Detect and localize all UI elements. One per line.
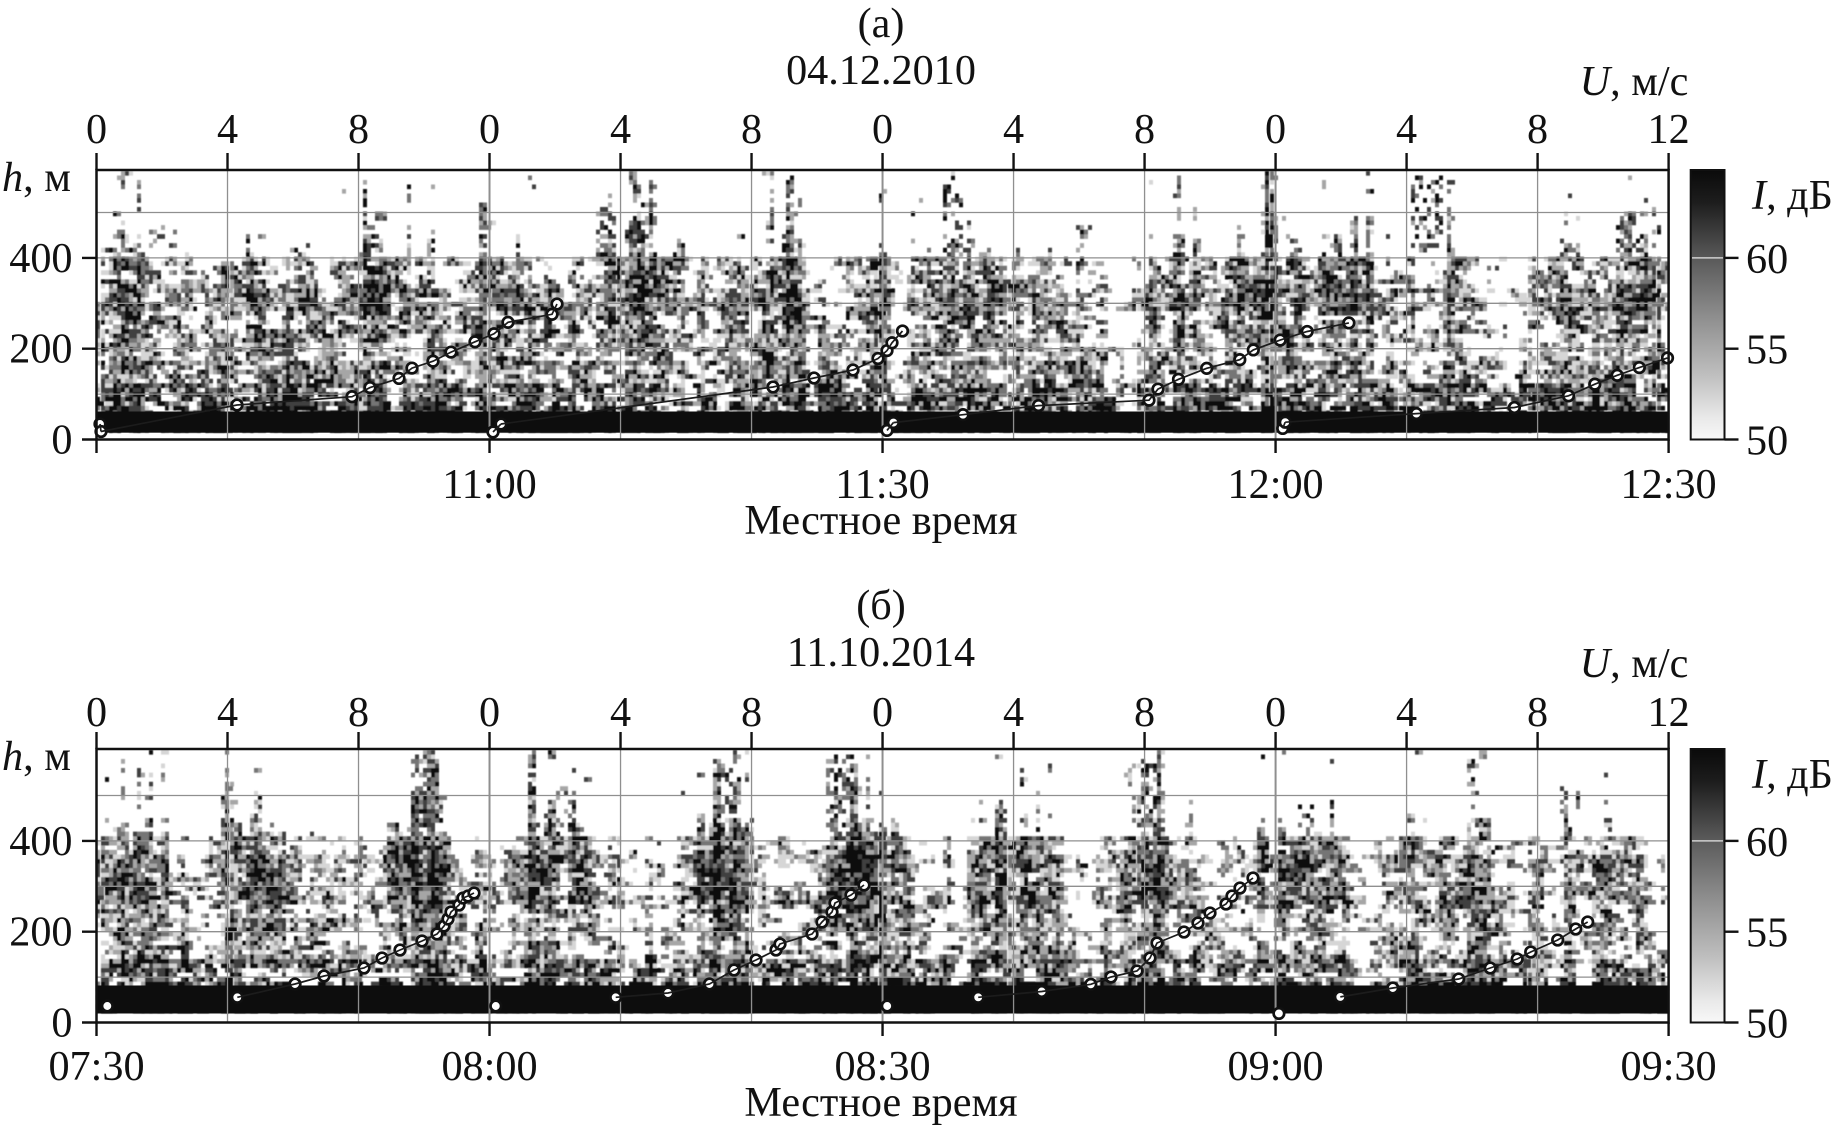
svg-text:h, м: h, м <box>2 733 71 780</box>
svg-text:0: 0 <box>51 417 72 464</box>
svg-text:55: 55 <box>1746 327 1788 374</box>
svg-text:4: 4 <box>217 106 238 153</box>
svg-text:11:30: 11:30 <box>835 461 930 508</box>
svg-text:4: 4 <box>1396 689 1417 736</box>
svg-text:04.12.2010: 04.12.2010 <box>786 47 976 94</box>
svg-text:I, дБ: I, дБ <box>1751 172 1833 219</box>
svg-text:0: 0 <box>872 106 893 153</box>
svg-text:4: 4 <box>1003 689 1024 736</box>
svg-text:8: 8 <box>1134 689 1155 736</box>
svg-text:4: 4 <box>1003 106 1024 153</box>
svg-text:4: 4 <box>610 106 631 153</box>
svg-text:U, м/с: U, м/с <box>1580 640 1689 687</box>
svg-text:08:00: 08:00 <box>441 1043 537 1090</box>
svg-text:09:30: 09:30 <box>1621 1043 1717 1090</box>
svg-text:0: 0 <box>51 1000 72 1047</box>
svg-text:50: 50 <box>1746 1001 1788 1048</box>
svg-text:11.10.2014: 11.10.2014 <box>787 629 975 676</box>
svg-text:200: 200 <box>9 909 72 956</box>
svg-text:h, м: h, м <box>2 154 71 201</box>
svg-text:0: 0 <box>479 689 500 736</box>
svg-text:60: 60 <box>1746 819 1788 866</box>
svg-text:12: 12 <box>1648 689 1690 736</box>
svg-text:4: 4 <box>217 689 238 736</box>
svg-text:8: 8 <box>741 106 762 153</box>
svg-text:8: 8 <box>348 106 369 153</box>
svg-text:12:00: 12:00 <box>1228 461 1324 508</box>
svg-text:09:00: 09:00 <box>1228 1043 1324 1090</box>
svg-text:8: 8 <box>1527 689 1548 736</box>
svg-text:(а): (а) <box>858 0 905 47</box>
svg-text:I, дБ: I, дБ <box>1751 751 1833 798</box>
svg-text:400: 400 <box>9 235 72 282</box>
svg-text:07:30: 07:30 <box>48 1043 144 1090</box>
svg-text:Местное время: Местное время <box>744 497 1017 544</box>
svg-text:4: 4 <box>610 689 631 736</box>
svg-text:8: 8 <box>1134 106 1155 153</box>
svg-text:0: 0 <box>86 689 107 736</box>
svg-text:8: 8 <box>348 689 369 736</box>
svg-text:Местное время: Местное время <box>744 1079 1017 1126</box>
svg-text:4: 4 <box>1396 106 1417 153</box>
svg-text:0: 0 <box>872 689 893 736</box>
svg-text:(б): (б) <box>856 582 906 629</box>
svg-text:08:30: 08:30 <box>834 1043 930 1090</box>
svg-text:0: 0 <box>1265 106 1286 153</box>
svg-text:0: 0 <box>86 106 107 153</box>
svg-text:60: 60 <box>1746 236 1788 283</box>
svg-text:8: 8 <box>741 689 762 736</box>
svg-text:200: 200 <box>9 326 72 373</box>
svg-text:0: 0 <box>1265 689 1286 736</box>
svg-text:U, м/с: U, м/с <box>1580 58 1689 105</box>
svg-text:50: 50 <box>1746 418 1788 465</box>
svg-text:11:00: 11:00 <box>442 461 537 508</box>
svg-text:12: 12 <box>1648 106 1690 153</box>
svg-text:55: 55 <box>1746 910 1788 957</box>
svg-text:8: 8 <box>1527 106 1548 153</box>
svg-text:12:30: 12:30 <box>1621 461 1717 508</box>
svg-text:400: 400 <box>9 818 72 865</box>
svg-text:0: 0 <box>479 106 500 153</box>
